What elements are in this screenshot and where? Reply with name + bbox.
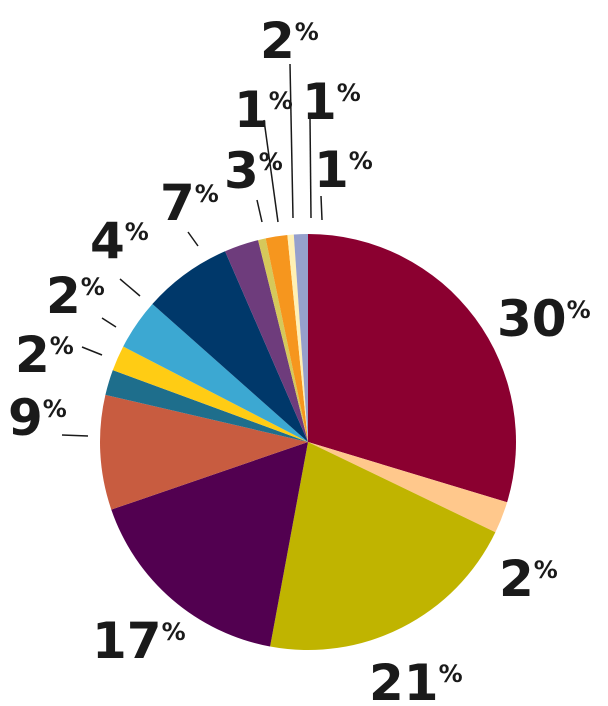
slice-label: 2% <box>260 12 319 70</box>
slice-labels: 30%2%21%17%9%2%2%4% 7% 3%1%2%1%1% <box>8 12 591 706</box>
leader-line <box>320 195 323 221</box>
slice-label: 9% <box>8 389 67 447</box>
pie-slice <box>225 240 308 442</box>
pie-slice <box>270 442 496 650</box>
leader-line <box>119 278 141 297</box>
leader-lines <box>61 63 323 437</box>
slice-label: 17% <box>92 612 186 670</box>
pie-slice <box>265 235 308 442</box>
slice-label: 1% <box>234 81 293 139</box>
slice-label: 30% <box>497 290 591 348</box>
leader-line <box>61 434 89 437</box>
leader-line <box>101 317 117 328</box>
slice-label: 7% <box>160 174 219 232</box>
slice-label: 3% <box>224 142 283 200</box>
slice-label: 2% <box>15 326 74 384</box>
pie-slice <box>100 394 308 510</box>
slice-label: 2% <box>499 550 558 608</box>
pie-slice <box>258 238 308 442</box>
pie-slice <box>111 442 308 647</box>
pie-slice <box>293 234 308 442</box>
leader-line <box>256 199 263 223</box>
pie-slice <box>287 234 308 442</box>
slice-label: 1% <box>314 141 373 199</box>
slice-label: 1% <box>302 73 361 131</box>
leader-line <box>289 63 294 219</box>
slice-label: 4% <box>90 212 149 270</box>
pie-slices <box>100 234 517 650</box>
slice-label: 21% <box>369 654 463 706</box>
pie-slice <box>152 251 308 442</box>
pie-slice <box>308 442 508 533</box>
pie-slice <box>112 346 308 442</box>
leader-line <box>187 231 199 247</box>
leader-line <box>263 119 279 223</box>
leader-line <box>309 117 312 219</box>
pie-slice <box>123 303 308 442</box>
pie-slice <box>308 234 517 503</box>
leader-line <box>81 346 103 356</box>
slice-label: 2% <box>46 267 105 325</box>
pie-slice <box>105 370 309 442</box>
